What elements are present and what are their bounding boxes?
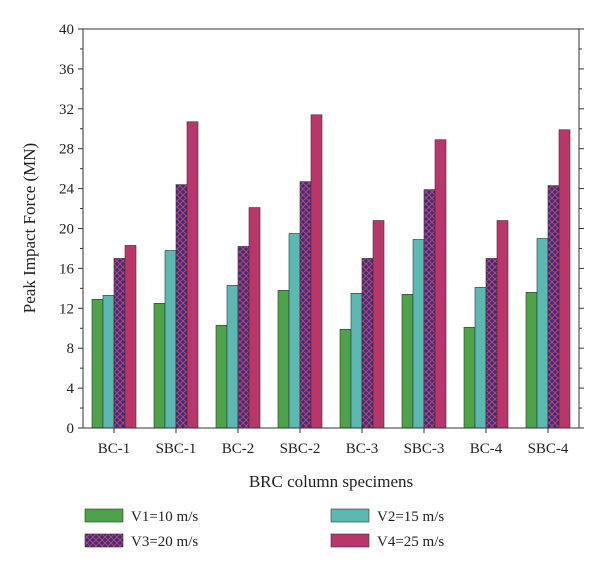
bar-sbc-1-series-1	[153, 303, 166, 429]
x-tick-label: BC-3	[346, 441, 379, 457]
bar-bc-2-series-2	[226, 285, 239, 429]
x-tick-label: BC-1	[98, 441, 131, 457]
bar-sbc-3-series-1	[401, 294, 414, 429]
y-tick-label: 16	[59, 261, 75, 277]
legend-swatch-series-3	[84, 533, 124, 548]
y-tick-label: 8	[67, 341, 75, 357]
x-tick-label: SBC-4	[528, 441, 569, 457]
bar-bc-1-series-4	[124, 245, 137, 429]
bar-bc-4-series-1	[463, 326, 476, 429]
x-tick-label: SBC-3	[404, 441, 445, 457]
bar-bc-2-series-4	[248, 207, 261, 429]
bar-bc-4-series-2	[474, 287, 487, 429]
bar-sbc-4-series-2	[536, 238, 549, 429]
bar-sbc-1-series-2	[164, 250, 177, 429]
x-axis-title: BRC column specimens	[249, 472, 413, 491]
plot-area	[91, 114, 571, 429]
legend-swatch-series-2	[330, 508, 370, 523]
bar-sbc-1-series-4	[186, 121, 199, 429]
bar-bc-3-series-4	[372, 220, 385, 429]
bar-sbc-4-series-1	[525, 292, 538, 429]
y-axis-title: Peak Impact Force (MN)	[20, 143, 39, 313]
y-tick-label: 36	[59, 62, 75, 78]
bar-bc-3-series-3	[361, 258, 374, 429]
bar-sbc-2-series-3	[299, 181, 312, 429]
y-tick-label: 40	[59, 22, 74, 38]
x-tick-label: SBC-2	[280, 441, 321, 457]
axes: BC-1 SBC-1 BC-2 SBC-2 BC-3 SBC-3 BC-4 SBC-4 0 4 8 1…	[59, 22, 584, 457]
x-tick-label: BC-2	[222, 441, 255, 457]
bar-bc-3-series-2	[350, 293, 363, 429]
bar-bc-3-series-1	[339, 328, 352, 429]
bar-bc-1-series-1	[91, 299, 104, 429]
bar-sbc-3-series-4	[434, 139, 447, 429]
bar-sbc-2-series-1	[277, 290, 290, 429]
legend-label-series-1: V1=10 m/s	[131, 509, 198, 525]
legend-swatch-series-1	[84, 508, 124, 523]
bar-bc-2-series-1	[215, 324, 228, 429]
y-tick-label: 24	[59, 182, 75, 198]
bar-sbc-4-series-3	[547, 185, 560, 429]
legend-label-series-3: V3=20 m/s	[131, 534, 198, 550]
bar-sbc-2-series-4	[310, 114, 323, 429]
bar-bc-4-series-4	[496, 220, 509, 429]
x-tick-label: BC-4	[470, 441, 503, 457]
bar-bc-4-series-3	[485, 258, 498, 429]
y-tick-label: 32	[59, 102, 74, 118]
y-tick-label: 4	[67, 381, 75, 397]
bar-bc-1-series-2	[102, 295, 115, 429]
legend: V1=10 m/s V2=15 m/s V3=20 m/s V4=25 m/s	[84, 508, 444, 550]
bar-sbc-4-series-4	[558, 129, 571, 429]
legend-swatch-series-4	[330, 533, 370, 548]
bar-sbc-3-series-3	[423, 189, 436, 429]
bar-sbc-2-series-2	[288, 233, 301, 429]
y-tick-label: 20	[59, 222, 74, 238]
legend-label-series-2: V2=15 m/s	[377, 509, 444, 525]
bar-sbc-3-series-2	[412, 239, 425, 429]
bar-sbc-1-series-3	[175, 184, 188, 429]
bar-bc-2-series-3	[237, 246, 250, 429]
x-tick-label: SBC-1	[156, 441, 197, 457]
legend-label-series-4: V4=25 m/s	[377, 534, 444, 550]
bar-bc-1-series-3	[113, 258, 126, 429]
y-tick-label: 12	[59, 301, 74, 317]
y-tick-label: 0	[67, 421, 75, 437]
y-tick-label: 28	[59, 142, 74, 158]
